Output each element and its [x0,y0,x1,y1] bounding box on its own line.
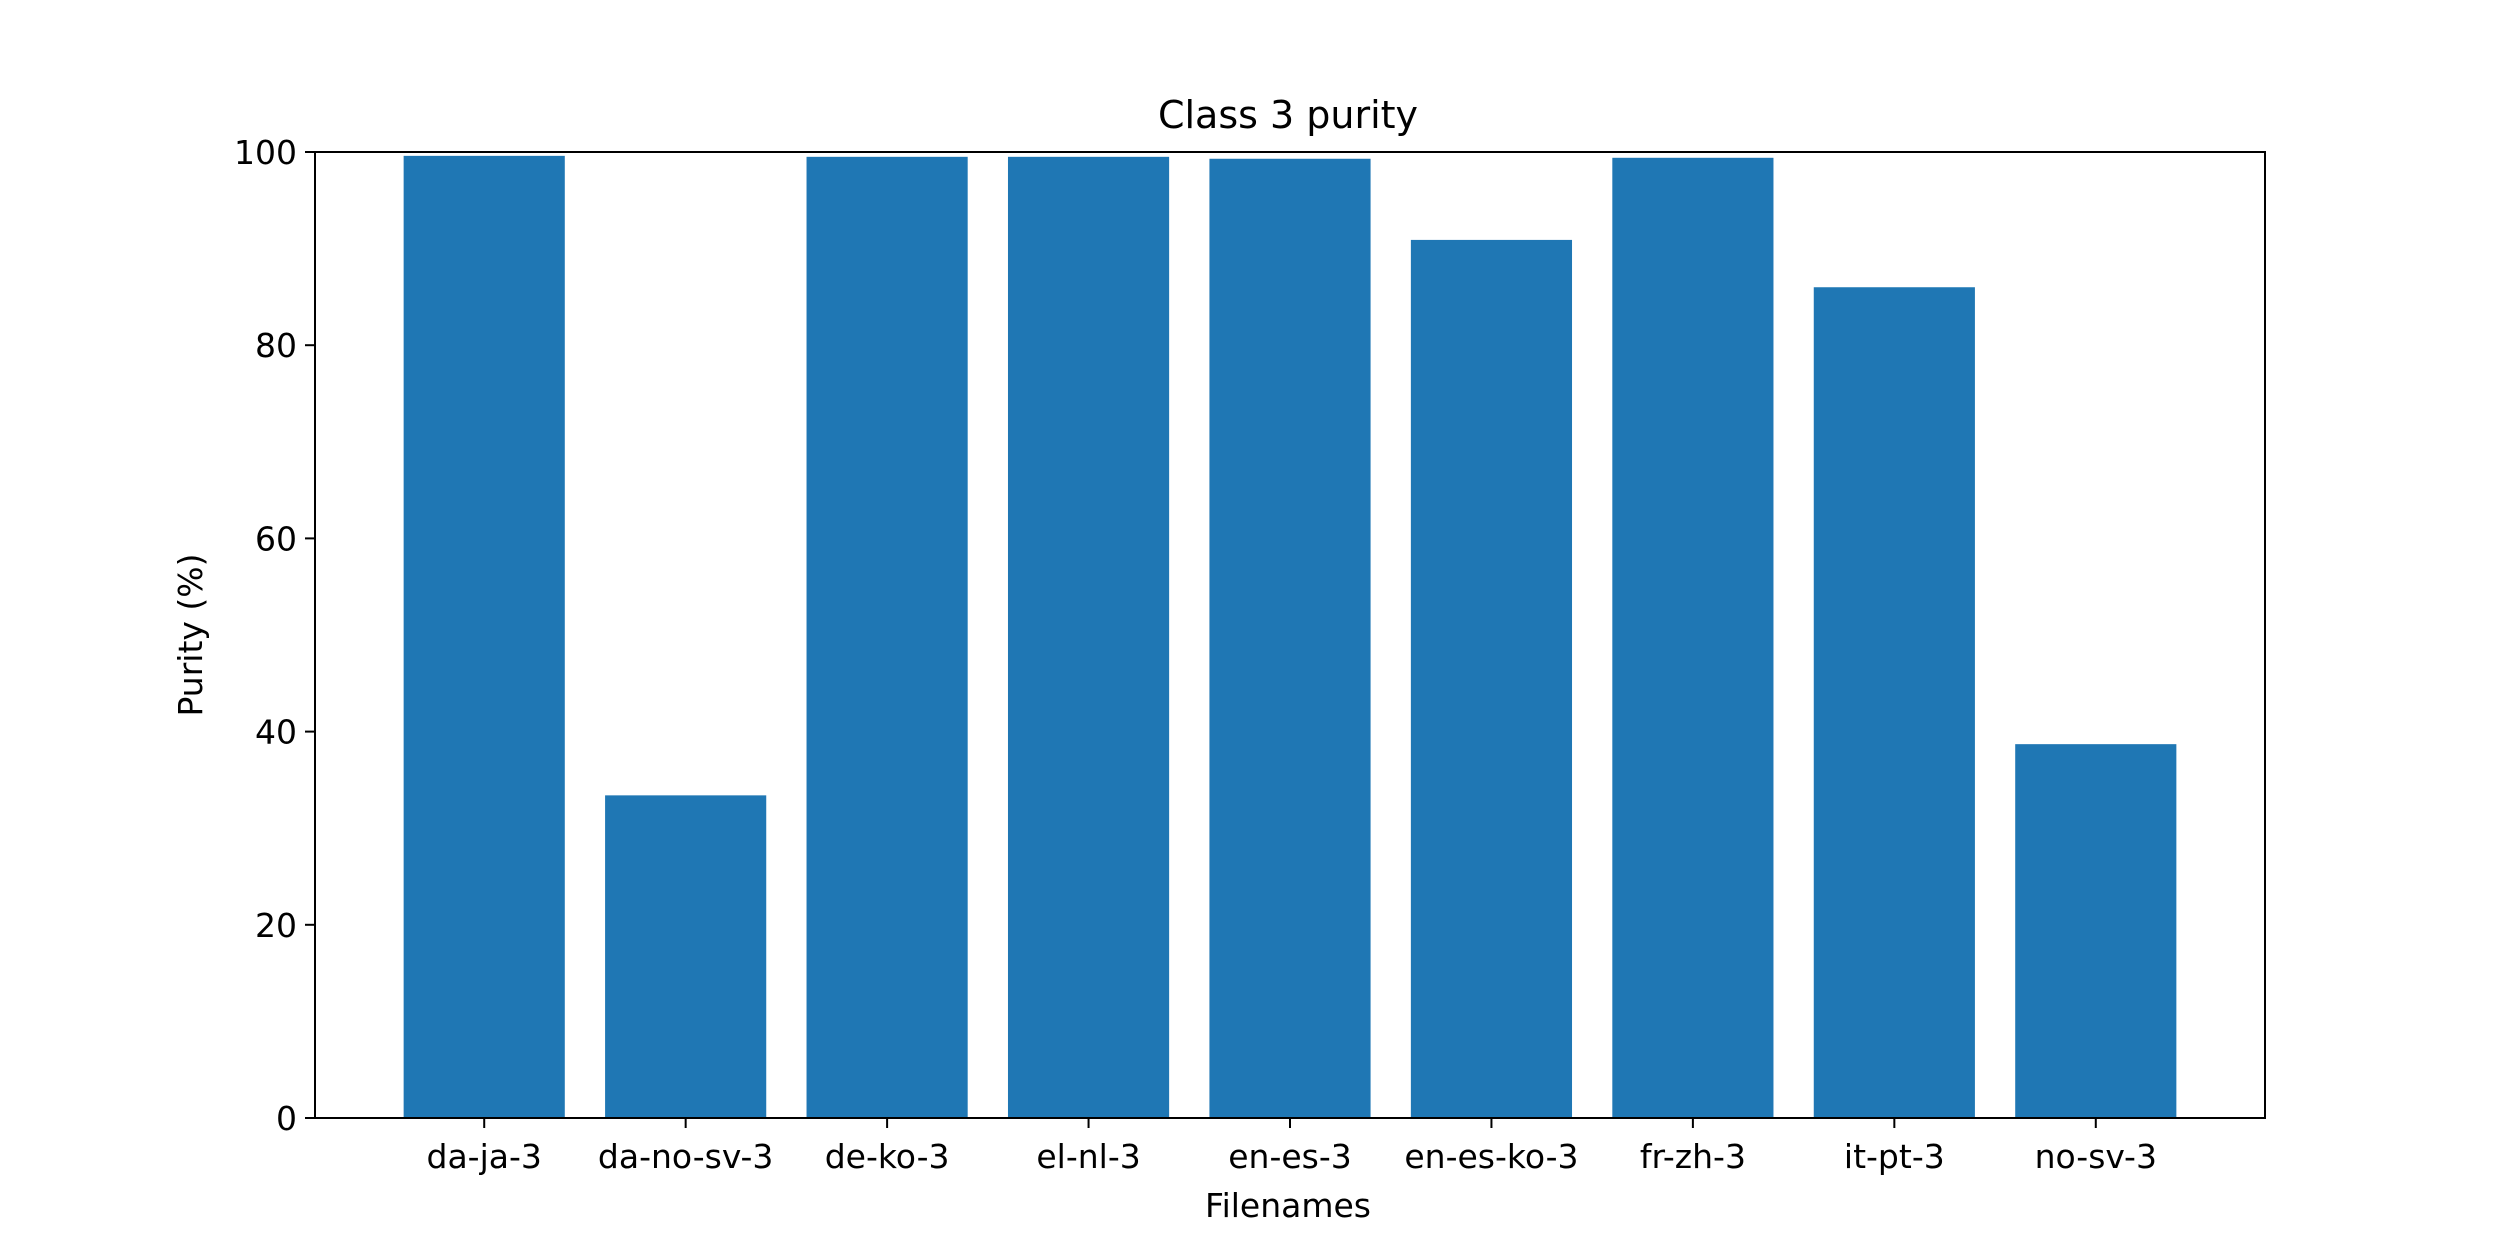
bar-de-ko-3 [806,156,968,1118]
y-tick-label: 100 [234,133,297,172]
y-tick-label: 40 [255,713,297,752]
bar-da-ja-3 [403,155,565,1118]
bar-en-es-3 [1209,158,1371,1119]
x-tick-label-it-pt-3: it-pt-3 [1844,1137,1945,1176]
x-tick-label-de-ko-3: de-ko-3 [825,1137,950,1176]
bar-en-es-ko-3 [1410,239,1573,1118]
x-tick-label-en-es-ko-3: en-es-ko-3 [1404,1137,1578,1176]
y-axis-label: Purity (%) [171,553,210,716]
x-tick-label-el-nl-3: el-nl-3 [1036,1137,1140,1176]
y-tick-label: 20 [255,906,297,945]
x-axis: da-ja-3 da-no-sv-3 de-ko-3 el-nl-3 en-es-3 en… [427,1118,2157,1176]
chart-title: Class 3 purity [1158,93,1418,137]
y-tick-label: 60 [255,519,297,558]
bar-fr-zh-3 [1612,157,1774,1118]
x-tick-label-fr-zh-3: fr-zh-3 [1640,1137,1746,1176]
y-tick-label: 80 [255,326,297,365]
x-axis-label: Filenames [1205,1186,1371,1225]
bar-it-pt-3 [1813,287,1975,1118]
bar-no-sv-3 [2015,744,2177,1118]
bar-da-no-sv-3 [605,795,767,1118]
bars-group [403,155,2177,1119]
x-tick-label-da-ja-3: da-ja-3 [427,1137,542,1176]
y-axis: 0 20 40 60 80 100 [234,133,315,1138]
x-tick-label-no-sv-3: no-sv-3 [2035,1137,2157,1176]
bar-el-nl-3 [1007,156,1170,1118]
x-tick-label-da-no-sv-3: da-no-sv-3 [598,1137,773,1176]
y-tick-label: 0 [276,1099,297,1138]
x-tick-label-en-es-3: en-es-3 [1228,1137,1352,1176]
